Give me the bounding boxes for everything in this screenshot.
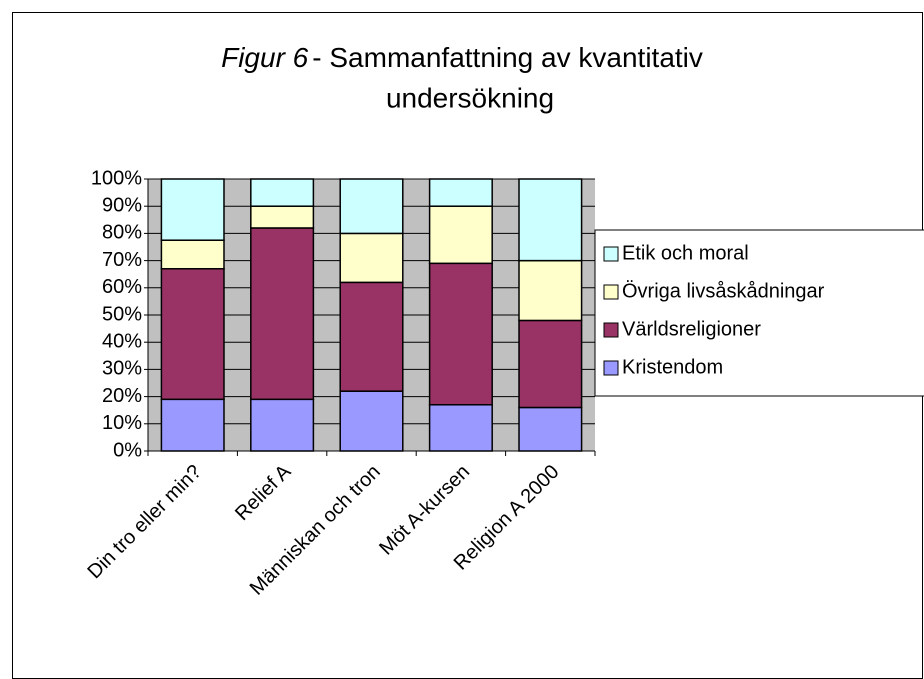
- legend-label: Övriga livsåskådningar: [622, 280, 825, 302]
- y-tick-label: 60%: [102, 276, 142, 298]
- bar-segment: [518, 259, 583, 322]
- title-part: - Sammanfattning av kvantitativ: [312, 42, 703, 73]
- title-part: Figur 6: [221, 42, 309, 73]
- bar-segment: [339, 232, 404, 284]
- bar-segment: [339, 178, 404, 235]
- bar-segment: [250, 398, 315, 452]
- y-tick-label: 0%: [113, 439, 142, 461]
- bar-segment: [428, 205, 493, 265]
- bar-segment: [428, 404, 493, 452]
- bar-segment: [160, 268, 225, 401]
- legend-swatch: [603, 246, 619, 262]
- y-tick-label: 70%: [102, 249, 142, 271]
- bar-segment: [339, 281, 404, 392]
- bar-segment: [160, 239, 225, 270]
- bar-segment: [250, 227, 315, 401]
- y-tick-label: 10%: [102, 412, 142, 434]
- bar-segment: [339, 390, 404, 452]
- chart-title: undersökning: [386, 82, 554, 113]
- legend-swatch: [603, 360, 619, 376]
- legend-box: [594, 229, 924, 397]
- bar-segment: [160, 178, 225, 241]
- bar-segment: [518, 406, 583, 452]
- bar-segment: [160, 398, 225, 452]
- y-tick-label: 90%: [102, 194, 142, 216]
- legend-swatch: [603, 322, 619, 338]
- bar-segment: [428, 262, 493, 406]
- y-tick-label: 20%: [102, 385, 142, 407]
- y-tick-label: 80%: [102, 222, 142, 244]
- y-tick-label: 40%: [102, 330, 142, 352]
- chart-title: Figur 6- Sammanfattning av kvantitativ: [221, 42, 703, 73]
- y-tick-label: 30%: [102, 358, 142, 380]
- bar-segment: [250, 178, 315, 207]
- y-tick-label: 100%: [91, 167, 142, 189]
- legend-label: Etik och moral: [622, 242, 749, 264]
- bar-segment: [518, 319, 583, 409]
- bar-segment: [250, 205, 315, 229]
- legend-swatch: [603, 284, 619, 300]
- legend-label: Kristendom: [622, 356, 723, 378]
- bar-segment: [428, 178, 493, 207]
- y-tick-label: 50%: [102, 303, 142, 325]
- bar-segment: [518, 178, 583, 262]
- legend-label: Världsreligioner: [622, 318, 761, 340]
